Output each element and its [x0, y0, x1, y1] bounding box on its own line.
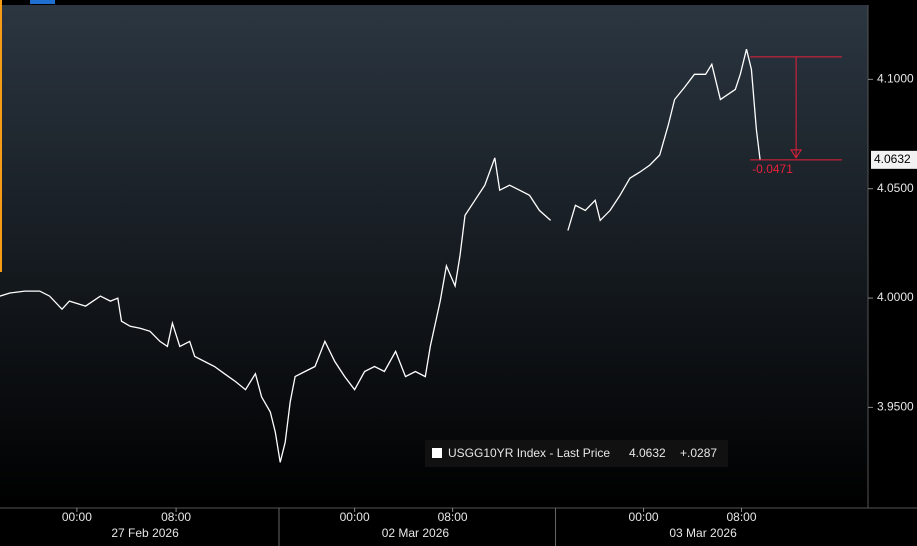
legend-label: USGG10YR Index - Last Price [448, 446, 610, 460]
y-tick-label: 4.1000 [877, 72, 914, 86]
plot-area [0, 5, 868, 508]
left-marker [0, 0, 2, 272]
legend: USGG10YR Index - Last Price 4.0632 +.028… [425, 440, 728, 467]
day-label: 02 Mar 2026 [382, 526, 450, 540]
legend-value: 4.0632 [629, 446, 666, 460]
legend-change: +.0287 [680, 446, 717, 460]
annotation-label: -0.0471 [752, 162, 793, 176]
y-tick-label: 4.0000 [877, 290, 914, 304]
x-tick-label: 08:00 [438, 510, 468, 524]
day-label: 03 Mar 2026 [669, 526, 737, 540]
x-tick-label: 08:00 [727, 510, 757, 524]
y-tick-label: 3.9500 [877, 400, 914, 414]
y-tick-label: 4.0500 [877, 181, 914, 195]
x-tick-label: 00:00 [62, 510, 92, 524]
x-tick-label: 00:00 [629, 510, 659, 524]
price-line [0, 49, 761, 463]
day-label: 27 Feb 2026 [111, 526, 179, 540]
last-price-tag [871, 150, 917, 169]
top-tab[interactable] [30, 0, 55, 4]
last-price-label: 4.0632 [874, 152, 911, 166]
legend-swatch [432, 448, 442, 458]
x-tick-label: 08:00 [161, 510, 191, 524]
legend-box [425, 440, 728, 467]
annotation-arrowhead [790, 149, 802, 159]
x-tick-label: 00:00 [340, 510, 370, 524]
